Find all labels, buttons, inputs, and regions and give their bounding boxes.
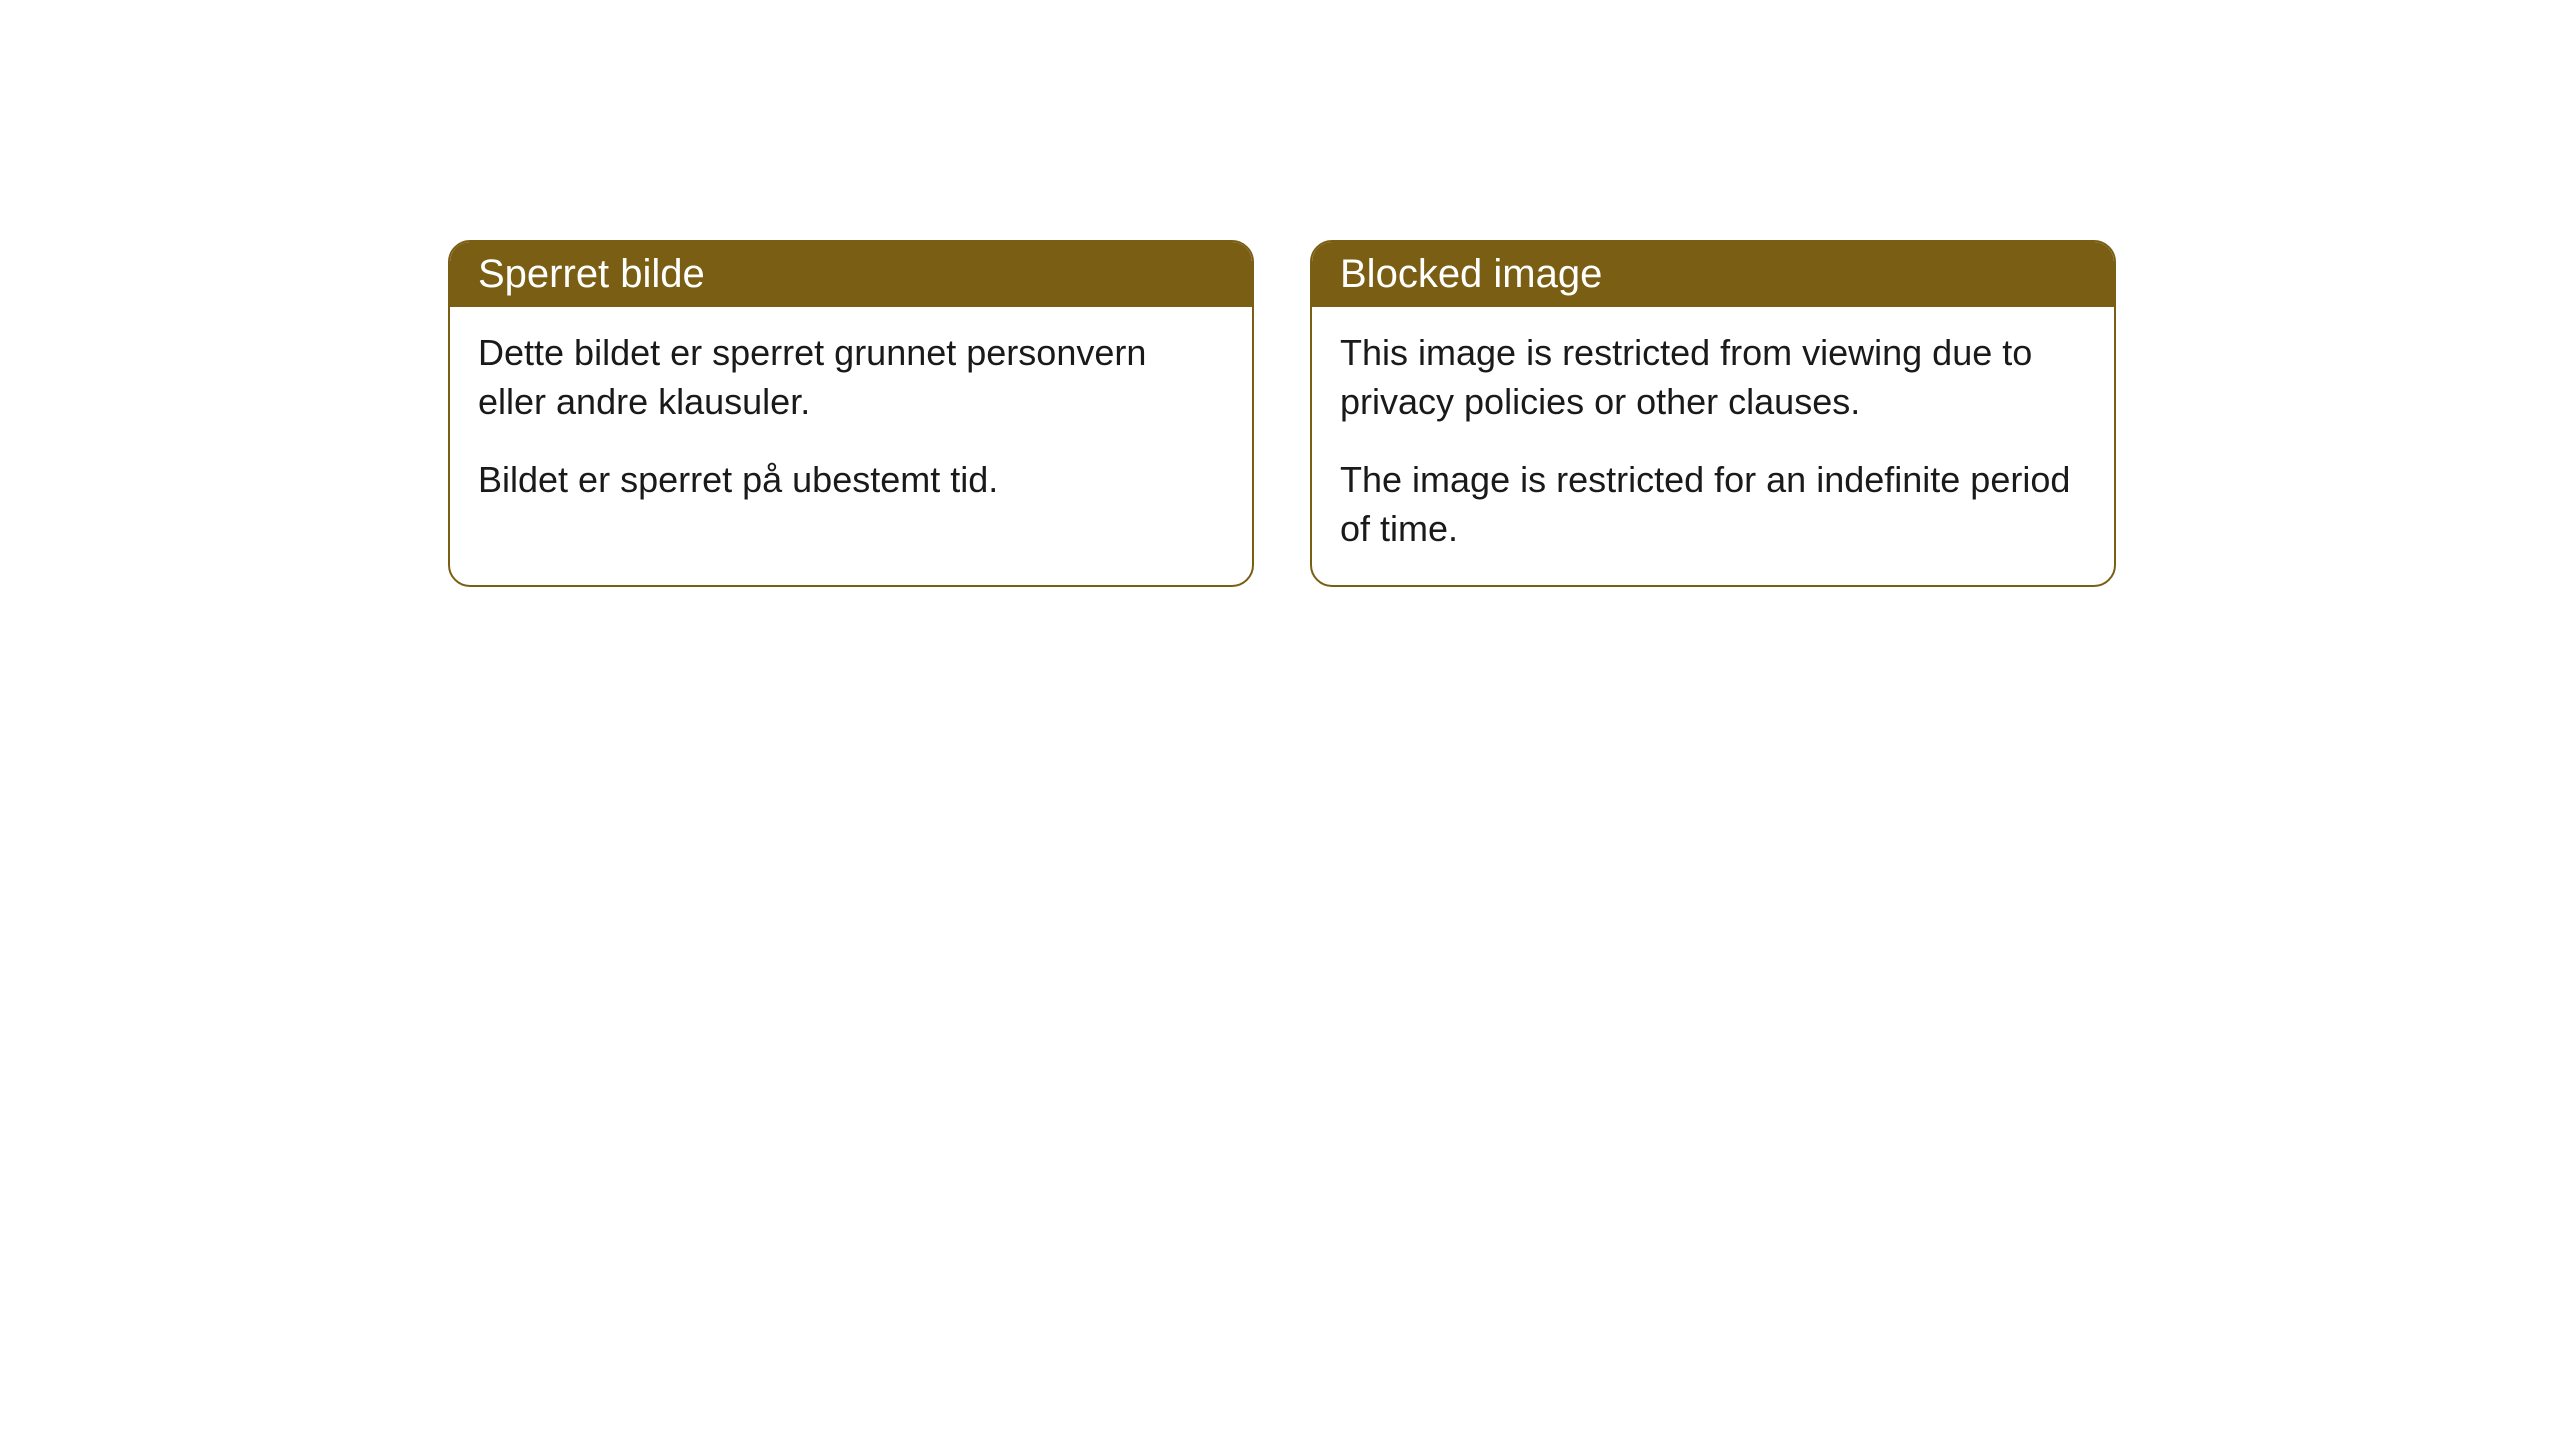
card-paragraph: This image is restricted from viewing du… (1340, 329, 2086, 426)
card-english: Blocked image This image is restricted f… (1310, 240, 2116, 587)
card-paragraph: Dette bildet er sperret grunnet personve… (478, 329, 1224, 426)
card-norwegian: Sperret bilde Dette bildet er sperret gr… (448, 240, 1254, 587)
card-paragraph: The image is restricted for an indefinit… (1340, 456, 2086, 553)
card-title: Sperret bilde (478, 252, 705, 296)
card-title: Blocked image (1340, 252, 1602, 296)
card-header-norwegian: Sperret bilde (450, 242, 1252, 307)
card-paragraph: Bildet er sperret på ubestemt tid. (478, 456, 1224, 505)
card-body-norwegian: Dette bildet er sperret grunnet personve… (450, 307, 1252, 537)
card-header-english: Blocked image (1312, 242, 2114, 307)
cards-container: Sperret bilde Dette bildet er sperret gr… (448, 240, 2116, 587)
card-body-english: This image is restricted from viewing du… (1312, 307, 2114, 585)
